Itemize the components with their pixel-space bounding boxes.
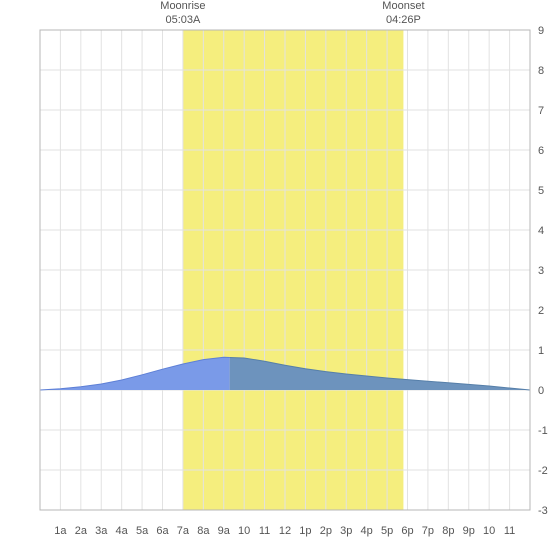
x-tick-label: 5p: [381, 525, 393, 537]
x-tick-label: 10: [483, 525, 495, 537]
x-tick-label: 4a: [116, 525, 129, 537]
x-tick-label: 1p: [299, 525, 311, 537]
x-tick-label: 3a: [95, 525, 108, 537]
x-tick-label: 5a: [136, 525, 149, 537]
chart-svg: -3-2-101234567891a2a3a4a5a6a7a8a9a101112…: [0, 0, 550, 550]
y-tick-label: 3: [538, 265, 544, 277]
y-tick-label: 9: [538, 25, 544, 37]
x-tick-label: 1a: [54, 525, 67, 537]
tide-chart: -3-2-101234567891a2a3a4a5a6a7a8a9a101112…: [0, 0, 550, 550]
x-tick-label: 2a: [75, 525, 88, 537]
x-tick-label: 6p: [401, 525, 413, 537]
y-tick-label: 7: [538, 105, 544, 117]
x-tick-label: 10: [238, 525, 250, 537]
y-tick-label: -3: [538, 505, 548, 517]
moonrise-label: Moonrise 05:03A: [160, 0, 205, 28]
x-tick-label: 2p: [320, 525, 332, 537]
y-tick-label: -1: [538, 425, 548, 437]
x-tick-label: 8p: [442, 525, 454, 537]
moonrise-label-title: Moonrise: [160, 0, 205, 14]
x-tick-label: 8a: [197, 525, 210, 537]
x-tick-label: 12: [279, 525, 291, 537]
x-tick-label: 6a: [156, 525, 169, 537]
y-tick-label: 0: [538, 385, 544, 397]
moonset-label: Moonset 04:26P: [382, 0, 424, 28]
y-tick-label: 4: [538, 225, 544, 237]
x-tick-label: 4p: [361, 525, 373, 537]
y-tick-label: 8: [538, 65, 544, 77]
x-tick-label: 9p: [463, 525, 475, 537]
x-tick-label: 3p: [340, 525, 352, 537]
moonset-label-title: Moonset: [382, 0, 424, 14]
y-tick-label: -2: [538, 465, 548, 477]
x-tick-label: 9a: [218, 525, 231, 537]
y-tick-label: 1: [538, 345, 544, 357]
x-tick-label: 7p: [422, 525, 434, 537]
moonrise-label-time: 05:03A: [160, 14, 205, 28]
y-tick-label: 6: [538, 145, 544, 157]
x-tick-label: 11: [504, 525, 515, 537]
x-tick-label: 7a: [177, 525, 190, 537]
y-tick-label: 5: [538, 185, 544, 197]
x-tick-label: 11: [259, 525, 270, 537]
moonset-label-time: 04:26P: [382, 14, 424, 28]
y-tick-label: 2: [538, 305, 544, 317]
